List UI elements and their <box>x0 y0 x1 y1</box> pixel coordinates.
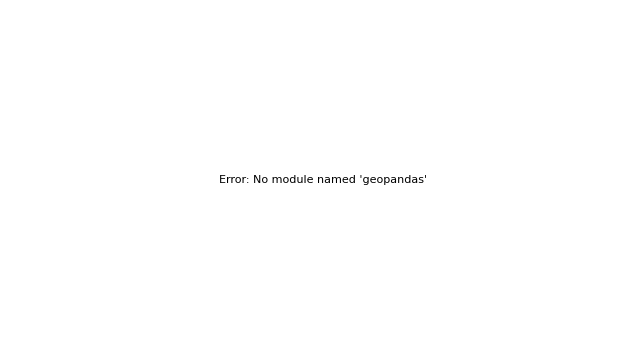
Text: Error: No module named 'geopandas': Error: No module named 'geopandas' <box>219 175 427 185</box>
